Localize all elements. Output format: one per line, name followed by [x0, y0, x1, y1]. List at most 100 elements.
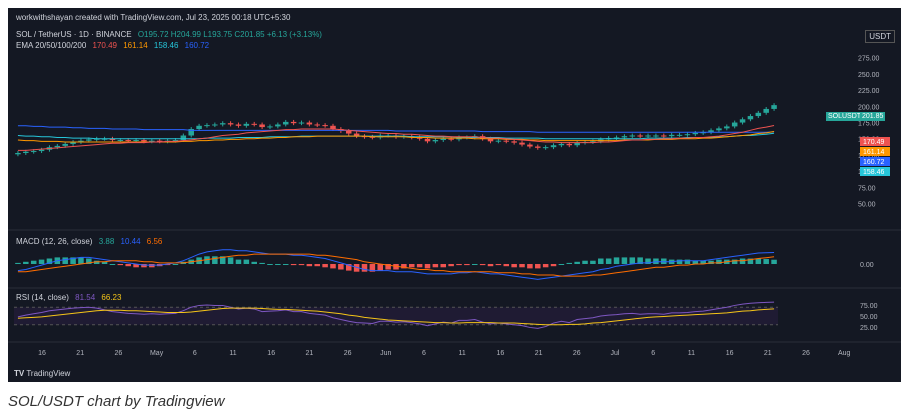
price-tick-label: 225.00	[858, 88, 880, 95]
macd-histogram-bar	[298, 264, 305, 266]
macd-histogram-bar	[550, 264, 557, 267]
x-tick-label: 26	[115, 350, 123, 357]
rsi-tick-label: 25.00	[860, 325, 878, 332]
macd-histogram-bar	[535, 264, 541, 269]
candle-body	[275, 124, 281, 127]
macd-histogram-bar	[495, 264, 502, 266]
candle-body	[117, 140, 124, 142]
macd-histogram-bar	[747, 258, 754, 264]
ema100-value: 158.46	[153, 41, 179, 50]
ema200-value: 160.72	[184, 41, 210, 50]
x-tick-label: 6	[422, 350, 426, 357]
ema-legend: EMA 20/50/100/200 170.49 161.14 158.46 1…	[16, 41, 213, 50]
symbol-tag: SOLUSDT	[826, 112, 864, 121]
macd-histogram-bar	[164, 264, 171, 266]
price-tick-label: 75.00	[858, 185, 876, 192]
macd-histogram-bar	[621, 257, 628, 264]
candle-body	[613, 137, 620, 139]
candle-body	[739, 119, 746, 123]
candle-body	[731, 122, 738, 127]
candle-body	[78, 140, 84, 142]
candle-body	[676, 134, 683, 136]
candle-body	[172, 140, 179, 142]
candle-body	[590, 141, 596, 143]
candle-body	[574, 142, 580, 146]
candle-body	[219, 123, 226, 125]
macd-histogram-bar	[353, 264, 360, 272]
macd-histogram-bar	[377, 264, 384, 271]
ema100-line	[17, 132, 775, 140]
candle-body	[692, 132, 699, 135]
price-tick-label: 275.00	[858, 56, 880, 63]
x-tick-label: Jul	[611, 350, 620, 357]
macd-histogram-bar	[306, 264, 313, 267]
x-tick-label: Aug	[838, 350, 851, 357]
currency-badge[interactable]: USDT	[865, 30, 895, 43]
macd-histogram-bar	[542, 264, 549, 268]
macd-histogram-bar	[30, 260, 37, 264]
candle-body	[298, 122, 305, 124]
macd-histogram-bar	[385, 264, 391, 270]
candle-body	[542, 147, 549, 149]
macd-histogram-bar	[243, 259, 250, 264]
candle-body	[668, 134, 675, 137]
candle-body	[196, 125, 202, 130]
macd-histogram-bar	[739, 258, 746, 264]
chart-caption: SOL/USDT chart by Tradingview	[8, 393, 225, 410]
candle-body	[763, 108, 769, 113]
x-tick-label: 21	[764, 350, 772, 357]
macd-histogram-bar	[369, 264, 376, 272]
candle-body	[86, 139, 92, 141]
candle-body	[503, 140, 510, 142]
macd-histogram-bar	[479, 264, 486, 266]
candle-body	[661, 135, 667, 137]
price-tick-label: 50.00	[858, 202, 876, 209]
macd-histogram-bar	[708, 260, 714, 264]
macd-histogram-bar	[227, 257, 234, 264]
rsi-band	[14, 307, 778, 325]
macd-histogram-bar	[219, 256, 226, 264]
candle-body	[267, 126, 273, 128]
candle-body	[716, 128, 722, 131]
x-tick-label: May	[150, 350, 164, 357]
macd-histogram-bar	[15, 262, 21, 264]
macd-histogram-bar	[605, 258, 612, 264]
candle-body	[621, 136, 628, 138]
macd-histogram-bar	[267, 264, 273, 265]
candle-body	[251, 123, 257, 125]
rsi-legend: RSI (14, close) 81.54 66.23	[16, 293, 125, 302]
candle-body	[156, 140, 163, 142]
macd-histogram-bar	[527, 264, 533, 269]
x-tick-label: 6	[651, 350, 655, 357]
ema200-line	[17, 125, 775, 133]
macd-histogram-bar	[314, 264, 320, 267]
rsi-line	[17, 301, 775, 329]
chart-svg: 275.00250.00225.00200.00175.00150.00125.…	[8, 56, 901, 357]
candle-body	[645, 135, 651, 137]
macd-histogram-bar	[676, 259, 683, 264]
candle-body	[149, 140, 155, 142]
rsi-ma-value: 66.23	[101, 293, 122, 302]
macd-histogram-bar	[487, 264, 494, 267]
candle-body	[109, 138, 116, 141]
macd-histogram-bar	[448, 264, 454, 267]
candle-body	[566, 143, 573, 146]
ema-price-tag	[860, 137, 890, 146]
macd-signal-line	[17, 253, 775, 277]
ema20-value: 170.49	[92, 41, 117, 50]
candle-body	[487, 138, 494, 142]
macd-histogram-bar	[38, 259, 45, 264]
symbol-line: SOL / TetherUS · 1D · BINANCE O195.72 H2…	[16, 30, 326, 39]
price-tick-label: 250.00	[858, 72, 880, 79]
candle-body	[771, 105, 777, 109]
candle-body	[535, 146, 541, 148]
ema-price-tag	[860, 157, 890, 166]
macd-histogram-bar	[290, 264, 297, 266]
candle-body	[38, 149, 45, 152]
macd-histogram-bar	[464, 264, 470, 266]
created-by-line: workwithshayan created with TradingView.…	[16, 13, 291, 22]
macd-histogram-bar	[235, 259, 242, 264]
macd-histogram-bar	[70, 257, 76, 264]
rsi-ma-line	[17, 307, 775, 326]
price-tick-label: 200.00	[858, 104, 880, 111]
